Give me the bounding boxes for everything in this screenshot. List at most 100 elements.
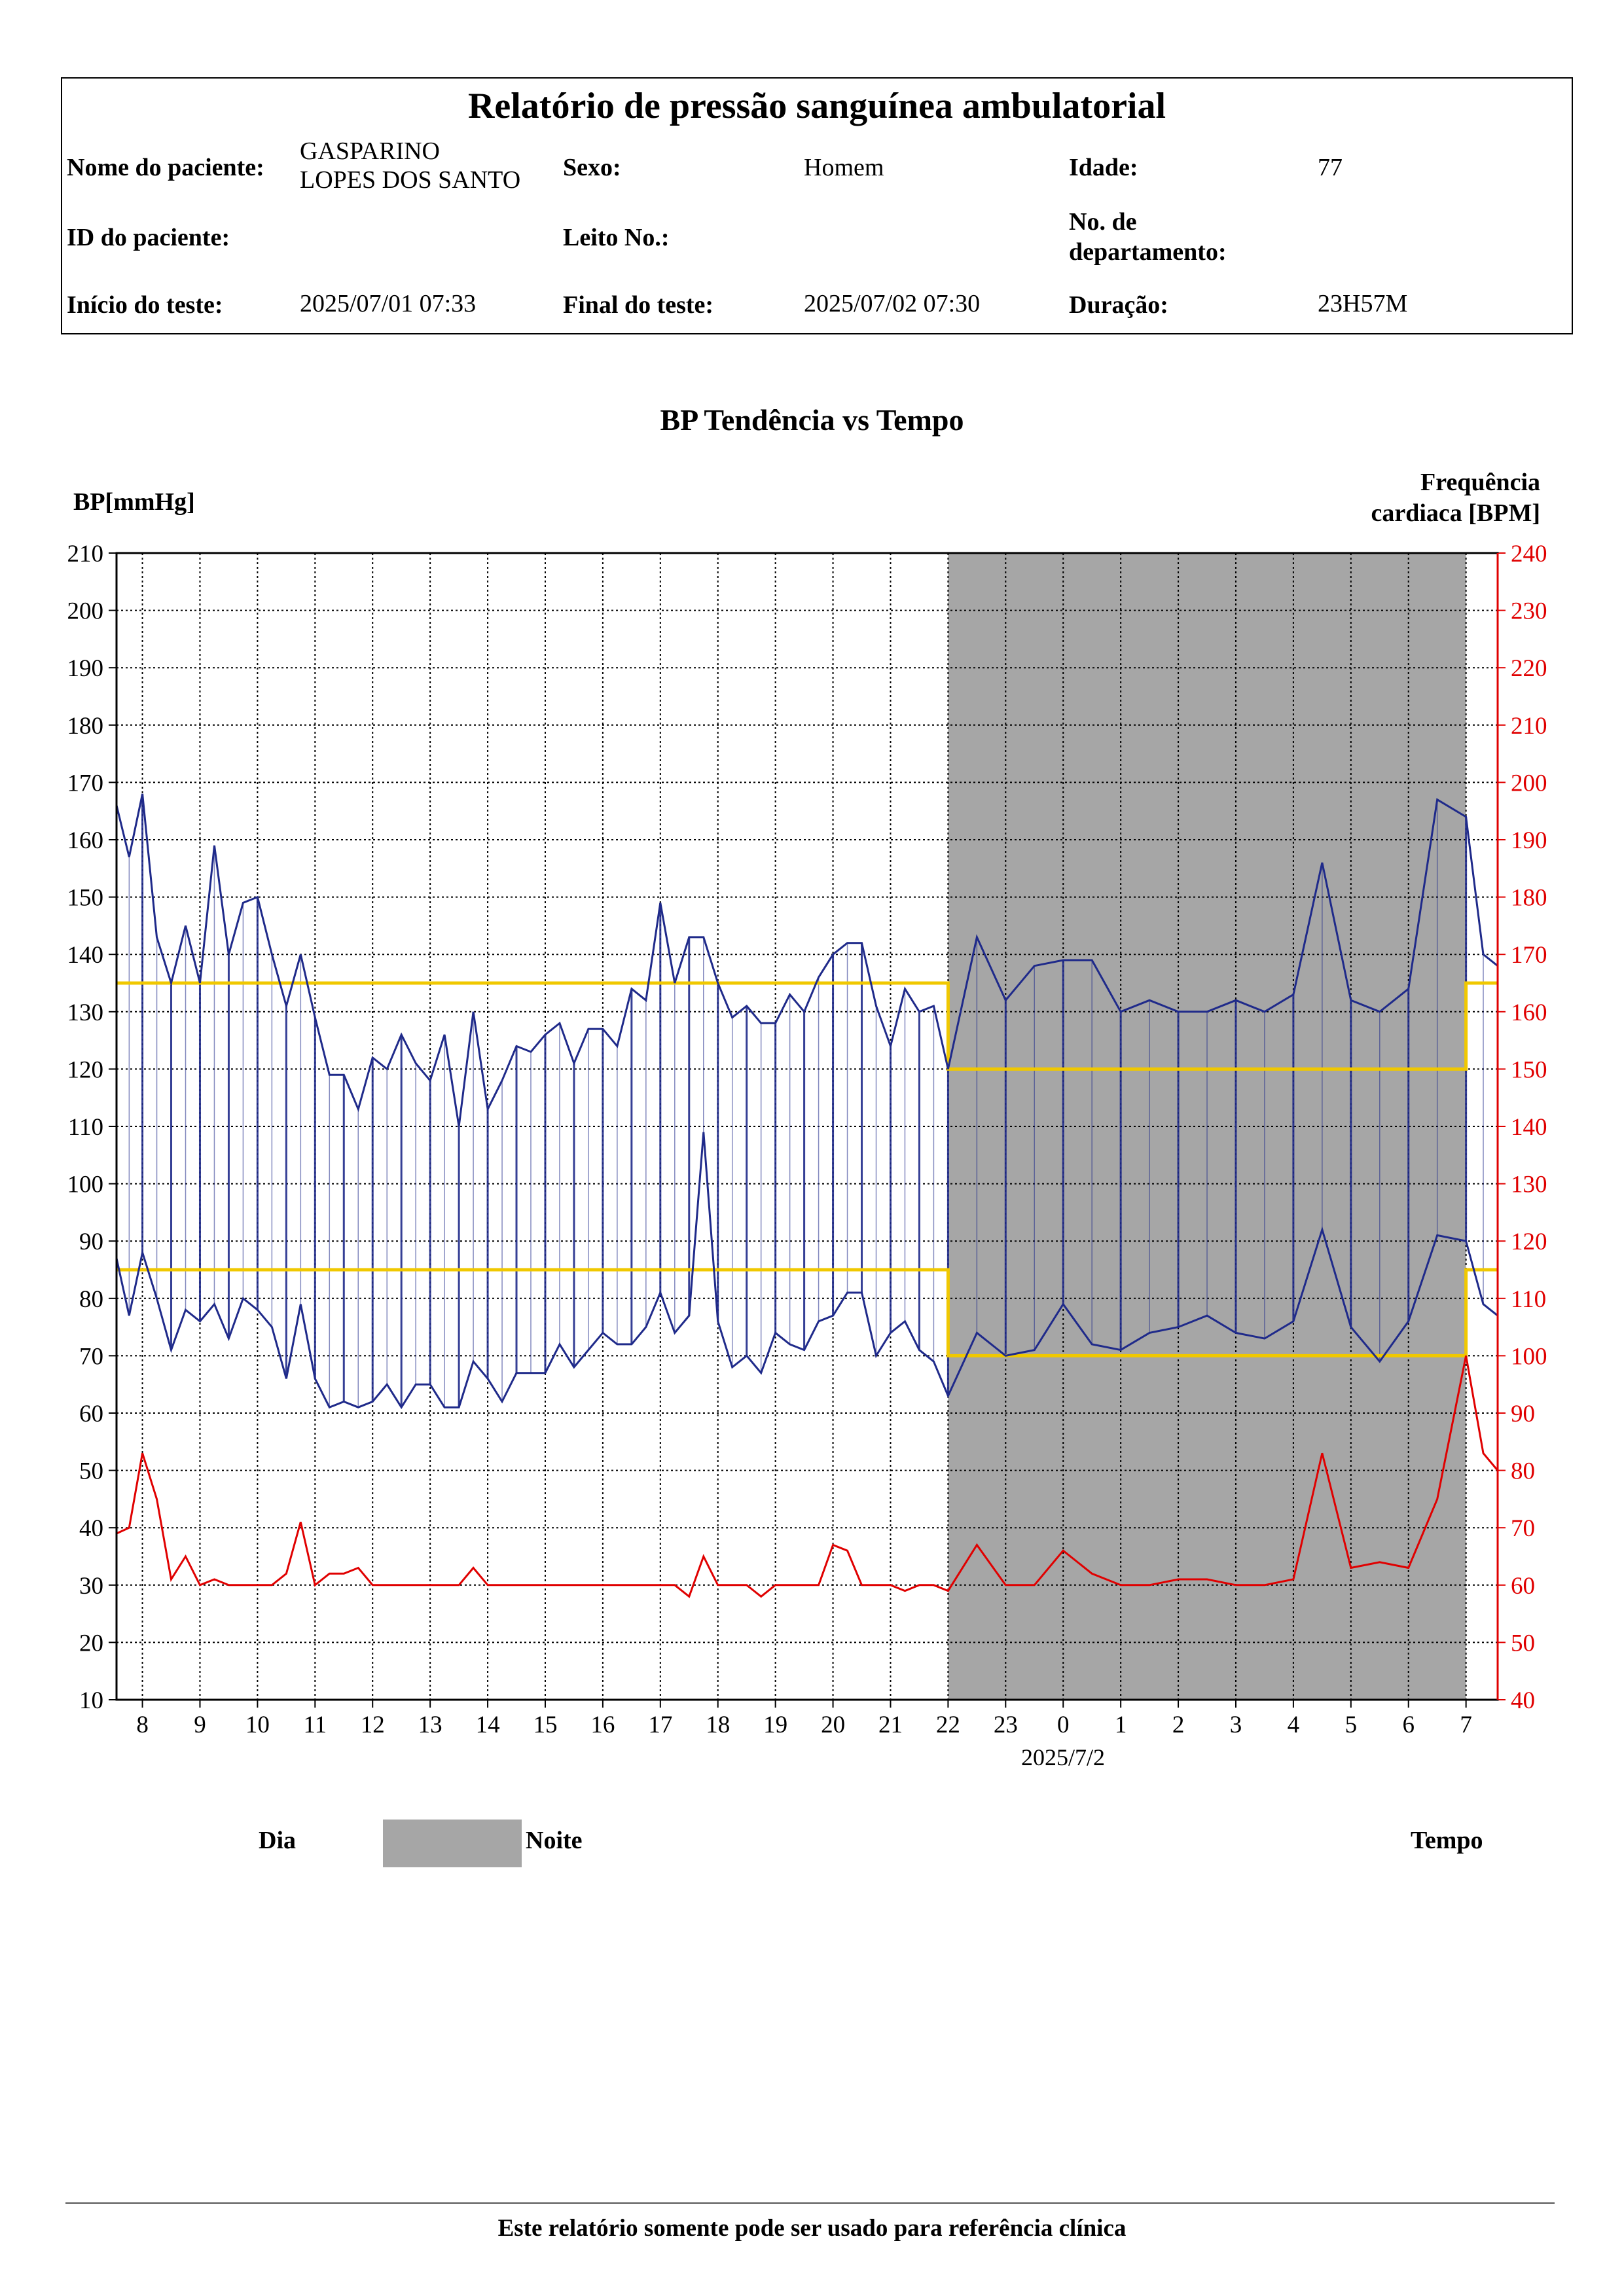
- y-tick-label-left: 160: [67, 827, 104, 854]
- end-value: 2025/07/02 07:30: [804, 290, 981, 317]
- date-label: 2025/7/2: [1021, 1744, 1105, 1770]
- x-tick-label: 11: [303, 1712, 327, 1738]
- x-tick-label: 13: [418, 1712, 442, 1738]
- x-tick-label: 15: [533, 1712, 557, 1738]
- x-tick-label: 5: [1345, 1712, 1358, 1738]
- y-tick-label-left: 170: [67, 770, 104, 797]
- heart-rate-series-line: [116, 1355, 1499, 1598]
- x-tick-label: 7: [1460, 1712, 1472, 1738]
- y-tick-label-left: 180: [67, 713, 104, 740]
- patient-name-line1: GASPARINO: [300, 137, 440, 165]
- sex-label: Sexo:: [563, 154, 621, 181]
- y-tick-label-left: 70: [79, 1343, 103, 1370]
- x-tick-label: 20: [821, 1712, 845, 1738]
- x-tick-label: 12: [361, 1712, 385, 1738]
- x-tick-label: 23: [994, 1712, 1018, 1738]
- y-tick-label-right: 230: [1511, 598, 1547, 625]
- x-tick-label: 10: [245, 1712, 270, 1738]
- y-tick-label-right: 190: [1511, 827, 1547, 854]
- y-tick-label-left: 200: [67, 598, 104, 625]
- age-value: 77: [1318, 154, 1343, 181]
- dept-label-line1: No. de: [1069, 208, 1137, 236]
- footer-note: Este relatório somente pode ser usado pa…: [497, 2215, 1127, 2242]
- y-tick-label-left: 10: [79, 1687, 103, 1714]
- patient-id-label: ID do paciente:: [67, 224, 230, 251]
- sex-value: Homem: [804, 154, 884, 181]
- y-tick-label-left: 20: [79, 1630, 103, 1657]
- y-tick-label-left: 100: [67, 1172, 104, 1198]
- y-tick-label-left: 140: [67, 942, 104, 969]
- end-label: Final do teste:: [563, 291, 714, 319]
- patient-name-line2: LOPES DOS SANTO: [300, 166, 521, 194]
- start-label: Início do teste:: [67, 291, 223, 319]
- x-tick-label: 22: [936, 1712, 960, 1738]
- y-tick-label-right: 150: [1511, 1056, 1547, 1083]
- y-tick-label-right: 170: [1511, 942, 1547, 969]
- diastolic-threshold-line: [117, 1268, 1498, 1357]
- bp-range-lines-layer: [115, 793, 1499, 1408]
- y-tick-label-right: 40: [1511, 1687, 1535, 1714]
- tick-labels-layer: 1020304050607080901001101201301401501601…: [67, 541, 1547, 1738]
- y-tick-label-left: 90: [79, 1229, 103, 1255]
- footer-divider: [65, 2202, 1555, 2204]
- y-tick-label-left: 80: [79, 1286, 103, 1313]
- x-tick-label: 9: [194, 1712, 206, 1738]
- y-tick-label-left: 120: [67, 1056, 104, 1083]
- start-value: 2025/07/01 07:33: [300, 290, 477, 317]
- y-tick-label-right: 60: [1511, 1573, 1535, 1600]
- legend-night-swatch: [383, 1820, 522, 1867]
- y-tick-label-left: 30: [79, 1573, 103, 1600]
- y-tick-label-right: 90: [1511, 1401, 1535, 1427]
- y-tick-label-right: 110: [1511, 1286, 1546, 1313]
- bp-trend-chart: 1020304050607080901001101201301401501601…: [67, 541, 1547, 1770]
- x-tick-label: 4: [1288, 1712, 1300, 1738]
- y-tick-label-left: 150: [67, 885, 104, 912]
- x-tick-label: 3: [1230, 1712, 1242, 1738]
- x-tick-label: 1: [1115, 1712, 1127, 1738]
- frame-layer: [109, 552, 1506, 1708]
- y-tick-label-right: 100: [1511, 1343, 1547, 1370]
- systolic-threshold-line: [117, 981, 1498, 1071]
- y-tick-label-right: 120: [1511, 1229, 1547, 1255]
- series-layer: [115, 793, 1499, 1598]
- y-tick-label-right: 210: [1511, 713, 1547, 740]
- x-tick-label: 6: [1402, 1712, 1415, 1738]
- x-tick-label: 2: [1172, 1712, 1185, 1738]
- dept-label-line2: departamento:: [1069, 238, 1227, 266]
- x-tick-label: 19: [763, 1712, 787, 1738]
- x-tick-label: 14: [476, 1712, 500, 1738]
- y-tick-label-right: 200: [1511, 770, 1547, 797]
- y-tick-label-left: 50: [79, 1458, 103, 1485]
- y-axis-right-label-line2: cardiaca [BPM]: [1371, 499, 1540, 527]
- y-tick-label-right: 240: [1511, 541, 1547, 567]
- y-tick-label-left: 210: [67, 541, 104, 567]
- y-tick-label-right: 140: [1511, 1114, 1547, 1141]
- x-axis-label-time: Tempo: [1411, 1827, 1483, 1854]
- duration-value: 23H57M: [1318, 290, 1408, 317]
- systolic-series-line: [115, 793, 1498, 1127]
- y-tick-label-left: 190: [67, 655, 104, 682]
- y-tick-label-right: 160: [1511, 999, 1547, 1026]
- patient-name-label: Nome do paciente:: [67, 154, 264, 181]
- x-tick-label: 0: [1057, 1712, 1070, 1738]
- x-tick-label: 18: [706, 1712, 730, 1738]
- y-tick-label-left: 60: [79, 1401, 103, 1427]
- x-tick-label: 21: [878, 1712, 903, 1738]
- x-tick-label: 8: [136, 1712, 149, 1738]
- diastolic-series-line: [115, 1132, 1498, 1410]
- chart-title: BP Tendência vs Tempo: [660, 403, 964, 437]
- y-tick-label-right: 80: [1511, 1458, 1535, 1485]
- y-tick-label-right: 70: [1511, 1515, 1535, 1542]
- y-tick-label-left: 110: [68, 1114, 103, 1141]
- report-header: Relatório de pressão sanguínea ambulator…: [61, 77, 1573, 334]
- legend-day-label: Dia: [259, 1827, 296, 1854]
- y-tick-label-left: 40: [79, 1515, 103, 1542]
- y-tick-label-right: 180: [1511, 885, 1547, 912]
- age-label: Idade:: [1069, 154, 1138, 181]
- legend-night-label: Noite: [526, 1827, 583, 1854]
- threshold-layer: [117, 981, 1498, 1357]
- report-title: Relatório de pressão sanguínea ambulator…: [467, 86, 1166, 126]
- grid-layer: [117, 553, 1498, 1700]
- y-axis-left-label: BP[mmHg]: [73, 488, 195, 516]
- y-tick-label-right: 130: [1511, 1172, 1547, 1198]
